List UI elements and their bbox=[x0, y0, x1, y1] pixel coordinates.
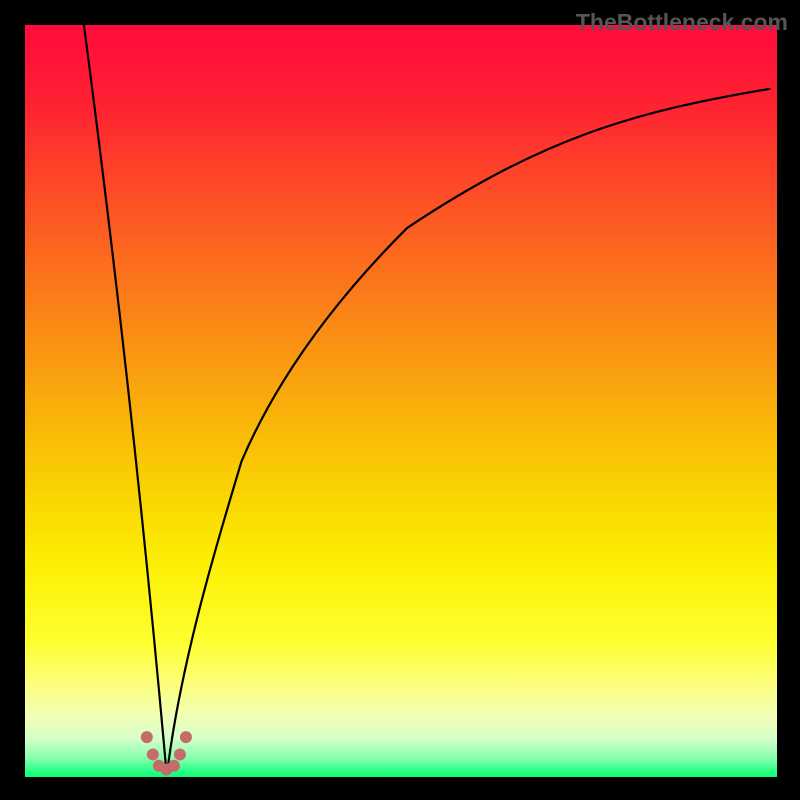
chart-root: TheBottleneck.com bbox=[0, 0, 800, 800]
marker-dot bbox=[180, 731, 192, 743]
marker-dot bbox=[168, 760, 180, 772]
marker-dot bbox=[141, 731, 153, 743]
curve-layer bbox=[25, 25, 777, 777]
bottleneck-curve bbox=[84, 23, 770, 771]
plot-area bbox=[25, 25, 777, 777]
curve-markers bbox=[141, 731, 192, 775]
marker-dot bbox=[174, 748, 186, 760]
attribution-text: TheBottleneck.com bbox=[576, 9, 788, 36]
marker-dot bbox=[147, 748, 159, 760]
